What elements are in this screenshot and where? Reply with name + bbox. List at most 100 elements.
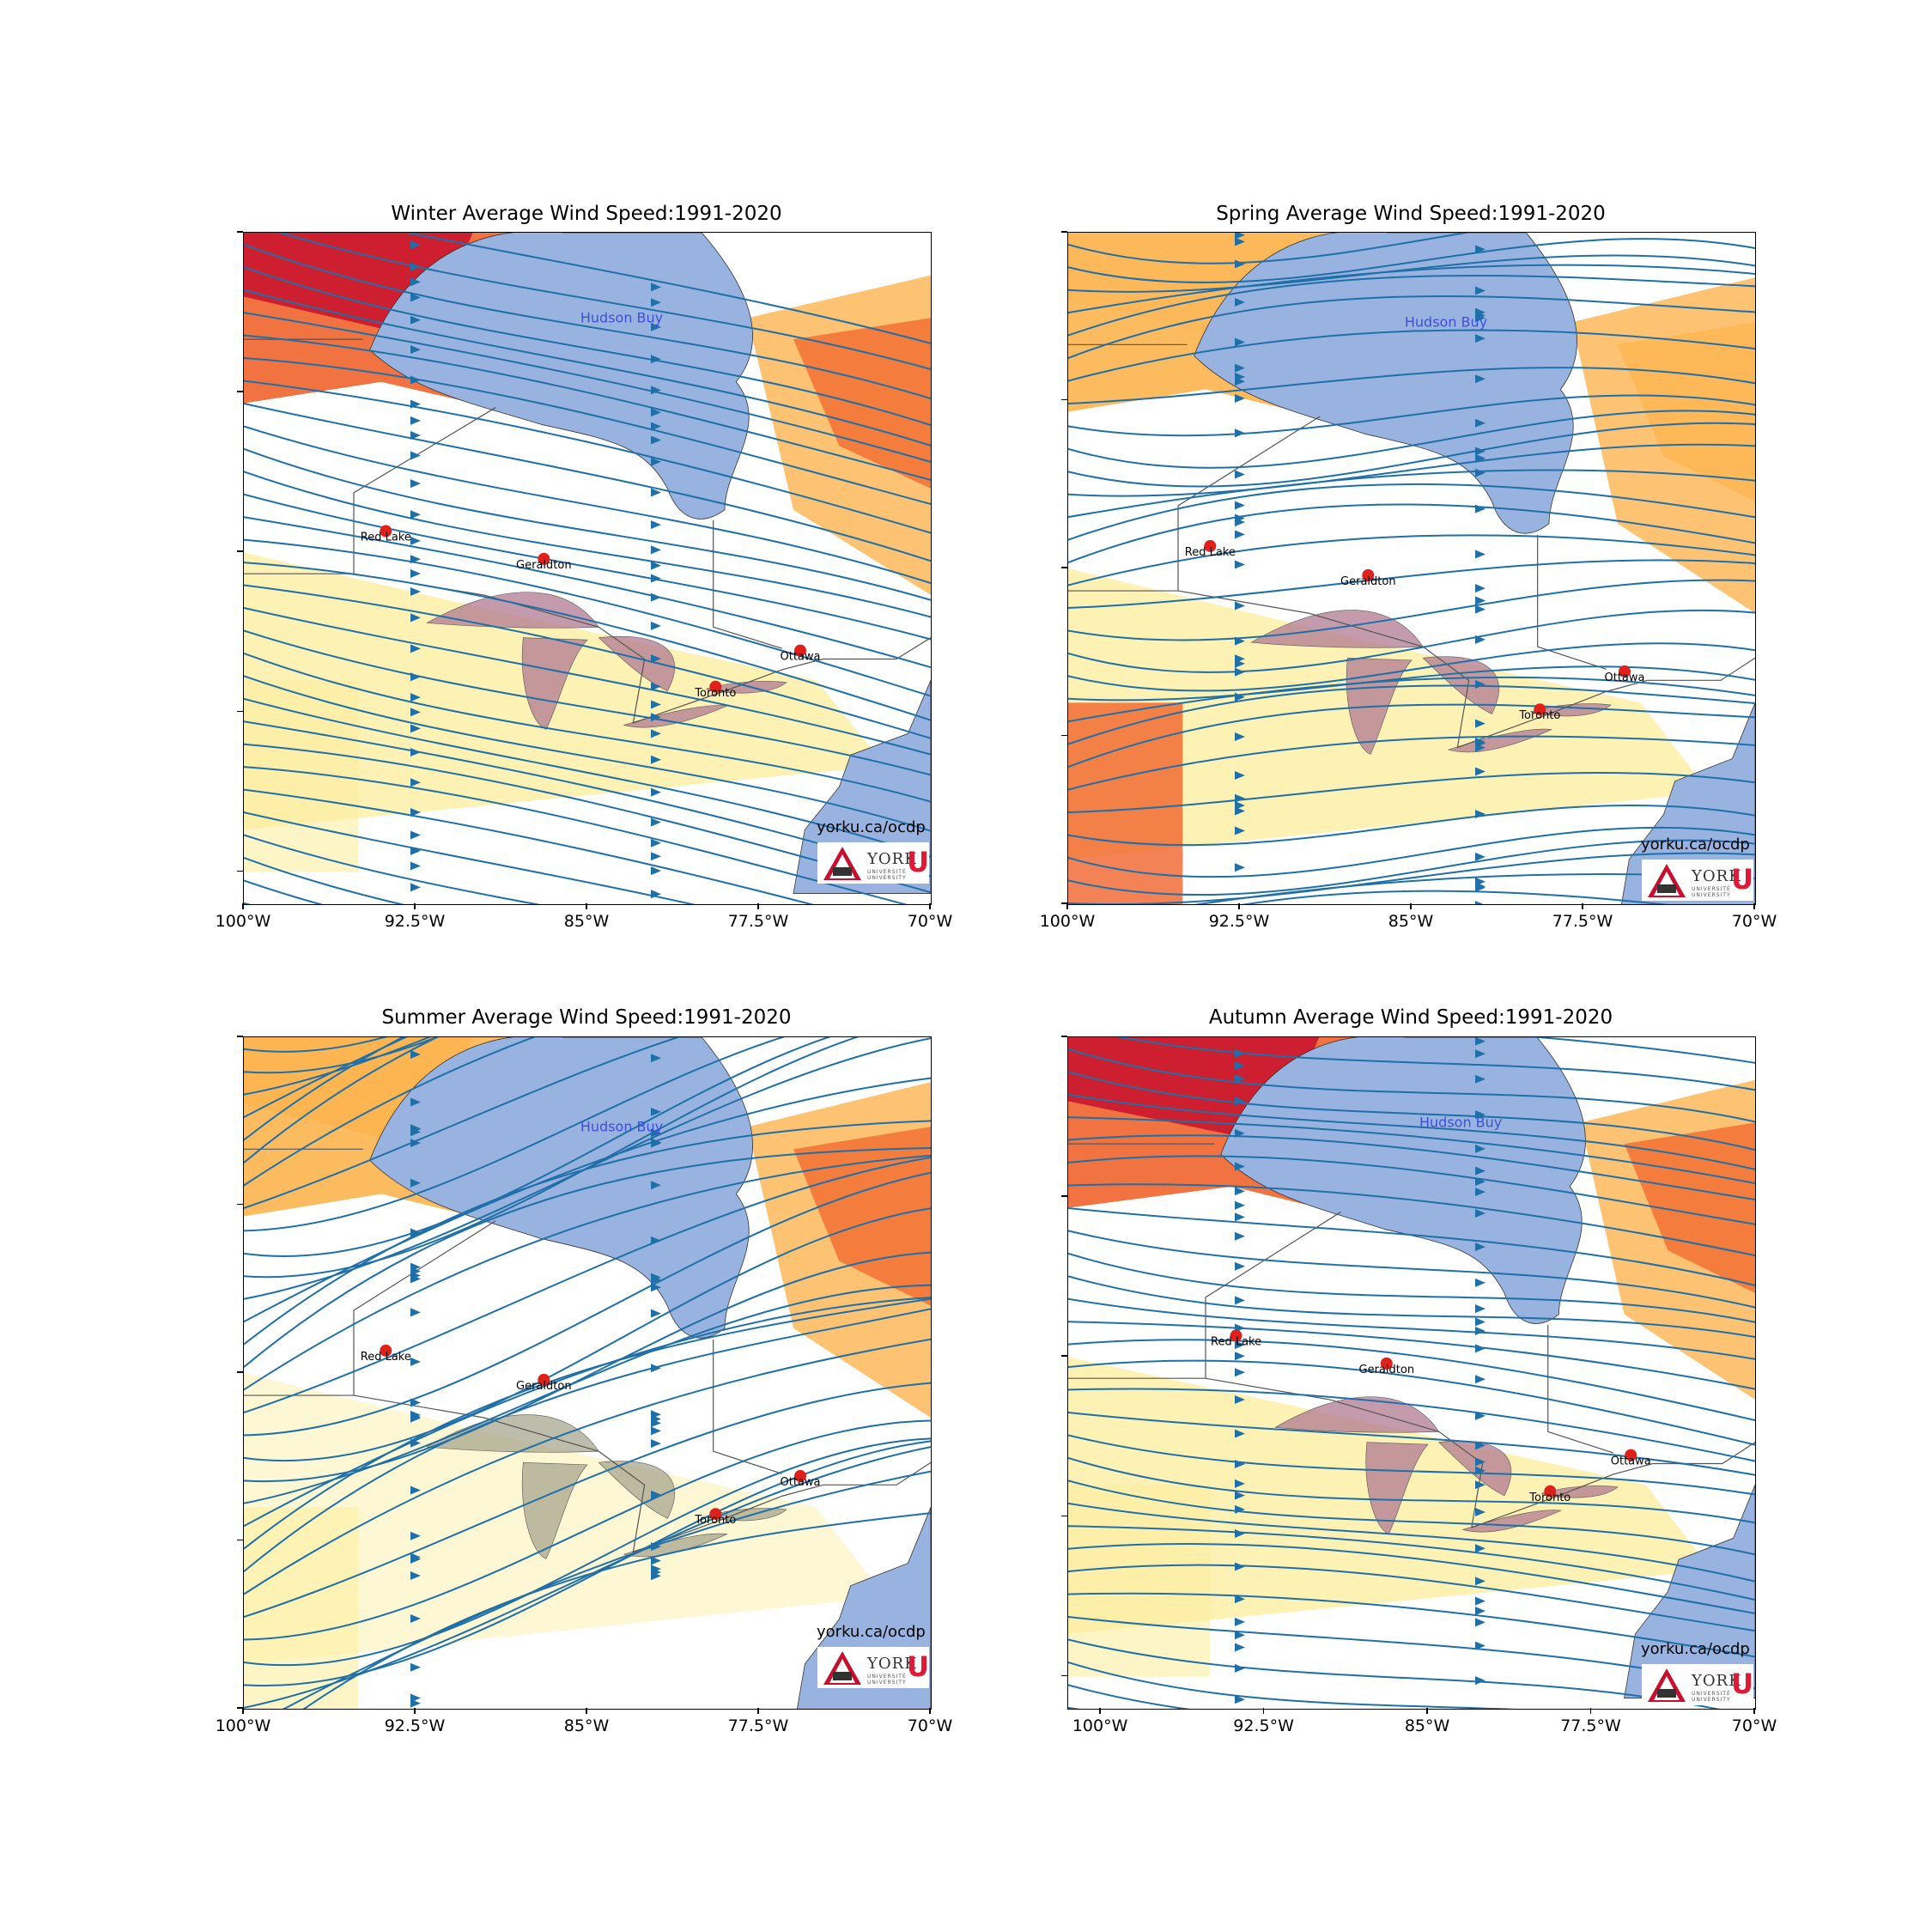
wind-speed-shading <box>793 1127 931 1306</box>
water-label: Hudson Buy <box>1419 1114 1502 1130</box>
lon-tick-mark <box>929 1708 931 1714</box>
streamline-arrow <box>1475 852 1485 861</box>
streamline <box>244 1037 681 1209</box>
lat-tick-mark <box>237 1707 243 1709</box>
streamline-arrow <box>410 587 421 597</box>
streamline <box>1068 534 1755 586</box>
streamline-arrow <box>1475 1144 1485 1153</box>
streamline-arrow <box>651 1275 661 1285</box>
streamline-arrow <box>410 430 421 440</box>
streamline <box>1068 1502 1755 1583</box>
logo-u-mark: U <box>1731 863 1753 896</box>
city-marker <box>1625 1449 1637 1461</box>
streamline-arrow <box>410 748 421 757</box>
streamline-arrow <box>651 890 661 899</box>
streamline-arrow <box>410 510 421 519</box>
political-border <box>353 407 496 574</box>
lat-tick-mark <box>1061 1195 1067 1197</box>
streamline-arrow <box>651 1571 661 1581</box>
streamline-arrow <box>1475 743 1485 752</box>
lon-tick-mark <box>586 903 587 909</box>
streamline <box>244 1297 931 1528</box>
political-border <box>1205 1212 1341 1379</box>
city-label: Toronto <box>694 687 736 700</box>
streamline-arrow <box>1475 719 1485 728</box>
city-label: Red Lake <box>361 532 411 544</box>
streamline-arrow <box>651 1439 661 1449</box>
streamline <box>1068 642 1755 692</box>
credit-link[interactable]: yorku.ca/ocdp <box>817 818 926 836</box>
city-label: Geraldton <box>1340 575 1396 588</box>
streamline-arrow <box>1235 1061 1245 1071</box>
city-marker <box>1204 539 1217 552</box>
political-border <box>713 520 782 649</box>
city-marker <box>794 644 806 657</box>
streamline-arrow <box>1475 1317 1485 1327</box>
streamline-arrow <box>651 729 661 738</box>
city-label: Red Lake <box>1211 1336 1261 1349</box>
streamline-arrow <box>1235 863 1245 872</box>
streamline-arrow <box>1475 550 1485 559</box>
streamline <box>402 233 931 344</box>
streamline-arrow <box>1235 1074 1245 1084</box>
streamline-arrow <box>1235 1352 1245 1361</box>
streamline-arrow <box>1235 692 1245 702</box>
lon-tick-label: 70°W <box>907 1716 953 1735</box>
streamline <box>244 1297 931 1550</box>
streamline-arrow <box>410 1698 421 1708</box>
streamline <box>244 811 696 904</box>
map-frame: Hudson Buy Red Lake Geraldton Ottawa Toronto… <box>1067 232 1756 905</box>
streamline-arrow <box>1475 1596 1485 1606</box>
lon-tick-label: 77.5°W <box>1552 912 1613 931</box>
streamline-arrow <box>651 435 661 445</box>
lon-tick-label: 100°W <box>1039 912 1096 931</box>
city-marker <box>1619 665 1631 677</box>
streamline-arrow <box>651 1139 661 1148</box>
streamline-arrow <box>410 644 421 653</box>
streamline-arrow <box>1235 233 1245 240</box>
wind-map: Hudson Buy Red Lake Geraldton Ottawa Toronto <box>244 1037 931 1709</box>
streamline <box>244 357 931 505</box>
streamline-arrow <box>651 1181 661 1190</box>
york-university-logo: YORK U UNIVERSITÉ UNIVERSITY <box>1642 1664 1753 1705</box>
political-border <box>353 1220 496 1396</box>
streamline-arrow <box>410 1413 421 1422</box>
streamline <box>244 1037 404 1141</box>
streamline <box>244 1171 931 1437</box>
streamline-arrow <box>651 488 661 497</box>
streamline <box>1068 1116 1755 1185</box>
streamline <box>244 1437 931 1667</box>
lat-tick-mark <box>237 391 243 392</box>
city-label: Toronto <box>1528 1492 1571 1504</box>
panel-title: Autumn Average Wind Speed:1991-2020 <box>1208 1006 1613 1029</box>
lat-tick-mark <box>1061 902 1067 904</box>
streamline-arrow <box>1475 245 1485 254</box>
logo-subtext: UNIVERSITÉ UNIVERSITY <box>867 869 907 881</box>
lon-tick-label: 77.5°W <box>727 912 789 931</box>
lon-tick-mark <box>586 1708 587 1714</box>
streamline-arrow <box>651 574 661 583</box>
lon-tick-label: 100°W <box>215 1716 271 1735</box>
streamline-arrow <box>410 568 421 578</box>
streamline <box>1068 676 1755 723</box>
streamline <box>244 766 908 904</box>
streamline-arrow <box>1475 1544 1485 1553</box>
streamline-arrow <box>1475 1508 1485 1517</box>
streamline-arrow <box>410 1050 421 1060</box>
streamline-arrow <box>1475 1278 1485 1287</box>
streamline <box>1068 1048 1755 1123</box>
wind-speed-shading <box>244 680 359 872</box>
streamline-arrow <box>410 724 421 733</box>
streamline <box>1068 254 1755 293</box>
credit-link[interactable]: yorku.ca/ocdp <box>817 1623 926 1641</box>
streamline-arrow <box>651 1564 661 1574</box>
streamline <box>1068 1684 1190 1709</box>
lat-tick-mark <box>237 1203 243 1205</box>
streamline-arrow <box>410 345 421 355</box>
political-border <box>353 573 931 724</box>
streamline-arrow <box>410 1097 421 1107</box>
credit-link[interactable]: yorku.ca/ocdp <box>1641 1640 1750 1658</box>
credit-link[interactable]: yorku.ca/ocdp <box>1641 835 1750 854</box>
city-marker <box>1380 1357 1393 1370</box>
streamline-arrow <box>651 852 661 861</box>
